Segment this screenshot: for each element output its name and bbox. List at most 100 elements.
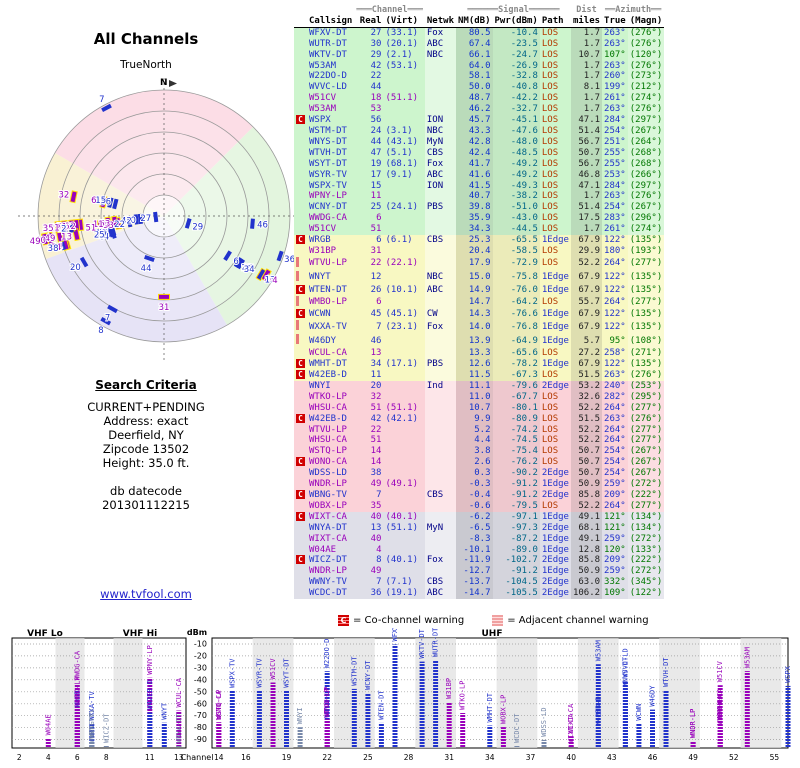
real-channel-cell: 12: [370, 272, 382, 283]
tvfool-link[interactable]: www.tvfool.com: [100, 587, 192, 601]
path-cell: LOS: [541, 136, 559, 147]
true-azimuth-cell: 264°: [604, 258, 626, 269]
criteria-line: Zipcode 13502: [102, 442, 190, 456]
signal-bar: [568, 736, 574, 748]
dbm-tick-label: -80: [194, 723, 207, 732]
signal-bar: [256, 690, 262, 748]
table-row: W31BP 31 20.4 -58.5 LOS 29.9 180° (193°): [294, 245, 665, 257]
real-channel-cell: 44: [370, 136, 382, 147]
virtual-channel-cell: (51.1): [385, 522, 418, 533]
nm-cell: -14.7: [455, 588, 493, 600]
radar-channel-label: 46: [257, 221, 268, 231]
dist-cell: 1.7: [570, 38, 603, 50]
dist-cell: 52.2: [570, 256, 603, 271]
callsign-cell: WTVU-LP: [309, 424, 347, 435]
true-azimuth-cell: 284°: [604, 180, 626, 191]
callsign-cell: WCWN: [309, 309, 331, 320]
network-cell: MyN: [424, 136, 456, 148]
callsign-cell: W53AM: [309, 60, 337, 71]
callsign-cell: WRGB: [309, 235, 331, 246]
virtual-channel-cell: (53.1): [385, 60, 418, 71]
nm-cell: 13.3: [455, 348, 493, 360]
radar-channel-label: 51: [85, 224, 96, 234]
path-cell: 1Edge: [541, 309, 569, 320]
radar-signal-marker: [223, 250, 232, 262]
radar-channel-label: 31: [159, 303, 170, 313]
pwr-cell: -76.0: [492, 284, 540, 296]
virtual-channel-cell: [383, 392, 424, 403]
nm-cell: 5.2: [455, 424, 493, 436]
network-cell: ABC: [424, 38, 456, 50]
signal-bar-callsign: WNYT: [160, 702, 168, 720]
signal-bar-callsign: WVVC-LD: [621, 648, 629, 678]
path-cell: LOS: [541, 180, 559, 191]
signal-bar-callsign: WWNY-TV: [88, 713, 96, 743]
co-channel-flag: C: [296, 413, 305, 423]
pwr-cell: -79.6: [492, 380, 540, 392]
co-channel-flag: C: [296, 359, 305, 369]
callsign-cell: WHSU-CA: [309, 435, 347, 446]
table-row: WNDR-LP 49 -12.7 -91.2 1Edge 50.9 259° (272°): [294, 566, 665, 578]
nm-cell: -6.2: [455, 511, 493, 523]
magn-azimuth-cell: (267°): [627, 446, 665, 458]
real-channel-cell: 38: [370, 468, 382, 479]
radar-signal-marker: [100, 196, 107, 208]
signal-bar: [636, 723, 642, 748]
pwr-cell: -105.5: [492, 588, 540, 600]
table-row: WMBO-LP 6 14.7 -64.2 LOS 55.7 264° (277°): [294, 295, 665, 310]
real-channel-cell: 40: [370, 533, 382, 544]
table-row: W51CV 18 (51.1) 48.7 -42.2 LOS 1.7 261° (274°): [294, 93, 665, 105]
virtual-channel-cell: [383, 545, 424, 556]
col-header: (Virt): [383, 15, 425, 28]
true-azimuth-cell: 282°: [604, 391, 626, 402]
pwr-cell: -64.9: [492, 334, 540, 349]
pwr-cell: -51.0: [492, 202, 540, 214]
pwr-cell: -89.0: [492, 544, 540, 556]
virtual-channel-cell: [383, 246, 424, 257]
magn-azimuth-cell: (268°): [627, 147, 665, 159]
callsign-cell: WNYS-DT: [309, 136, 347, 147]
true-azimuth-cell: 253°: [604, 169, 626, 180]
dist-cell: 50.7: [570, 457, 603, 469]
path-cell: 1Edge: [541, 272, 569, 283]
adjacent-channel-warning-icon: [492, 615, 504, 626]
signal-bar: [663, 690, 669, 748]
criteria-line: Deerfield, NY: [108, 428, 184, 442]
virtual-channel-cell: [383, 490, 424, 501]
path-cell: 1Edge: [541, 235, 569, 246]
magn-azimuth-cell: (108°): [627, 334, 665, 349]
magn-azimuth-cell: (266°): [627, 169, 665, 181]
magn-azimuth-cell: (212°): [627, 82, 665, 94]
co-channel-warning-label: = Co-channel warning: [353, 615, 465, 626]
dist-cell: 85.8: [570, 489, 603, 501]
table-row: W22DO-D 22 58.1 -32.8 LOS 1.7 260° (273°): [294, 71, 665, 83]
adjacent-channel-flag: [296, 256, 299, 267]
dist-cell: 46.8: [570, 169, 603, 181]
pwr-cell: -75.8: [492, 270, 540, 285]
nm-cell: 50.0: [455, 82, 493, 94]
table-row: WTVU-LP 22 (22.1) 17.9 -72.9 LOS 52.2 264° (277°…: [294, 256, 665, 271]
network-cell: [424, 71, 456, 83]
network-cell: ION: [424, 115, 456, 126]
virtual-channel-cell: (68.1): [385, 158, 418, 169]
radar-channel-label: 22: [114, 220, 125, 230]
magn-azimuth-cell: (272°): [627, 479, 665, 490]
pwr-cell: -67.3: [492, 370, 540, 381]
callsign-cell: WICZ-DT: [309, 555, 347, 566]
real-channel-cell: 30: [370, 38, 382, 49]
signal-bar: [744, 671, 750, 748]
nm-cell: 10.7: [455, 402, 493, 414]
pwr-cell: -38.2: [492, 191, 540, 203]
virtual-channel-cell: [383, 425, 424, 436]
true-azimuth-cell: 259°: [604, 479, 626, 490]
true-azimuth-cell: 263°: [604, 38, 626, 49]
pwr-cell: -75.4: [492, 446, 540, 458]
radar-channel-label: 15: [95, 196, 106, 206]
network-cell: [424, 334, 456, 349]
table-row: WKTV-DT 29 (2.1) NBC 66.1 -24.7 LOS 10.7 107° (12…: [294, 49, 665, 61]
co-channel-flag: C: [296, 309, 305, 319]
nm-cell: 64.0: [455, 60, 493, 72]
real-channel-cell: 7: [376, 489, 382, 500]
real-channel-cell: 6: [376, 213, 382, 224]
radar-channel-label: 26: [241, 264, 252, 274]
